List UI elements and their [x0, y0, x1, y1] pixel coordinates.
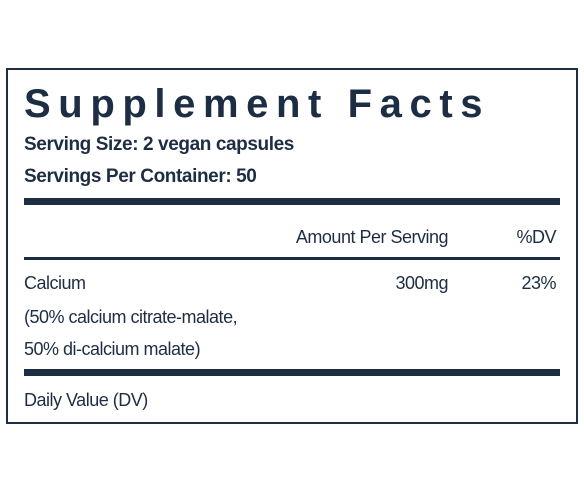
supplement-facts-panel: Supplement Facts Serving Size: 2 vegan c… [6, 68, 578, 424]
servings-per-container: Servings Per Container: 50 [24, 166, 257, 187]
nutrient-note: (50% calcium citrate-malate, [24, 307, 238, 327]
serving-size: Serving Size: 2 vegan capsules [24, 134, 294, 155]
thick-rule [24, 198, 560, 205]
nutrient-note: 50% di-calcium malate) [24, 339, 201, 359]
thin-rule [24, 257, 560, 260]
footnote: Daily Value (DV) [24, 390, 148, 410]
thick-rule [24, 369, 560, 376]
column-header: Amount Per Serving [295, 227, 449, 247]
column-header: %DV [516, 227, 556, 247]
daily-value: 23% [521, 273, 556, 293]
amount: 300mg [395, 273, 448, 293]
nutrient-name: Calcium [24, 273, 86, 293]
title: Supplement Facts [24, 82, 491, 126]
